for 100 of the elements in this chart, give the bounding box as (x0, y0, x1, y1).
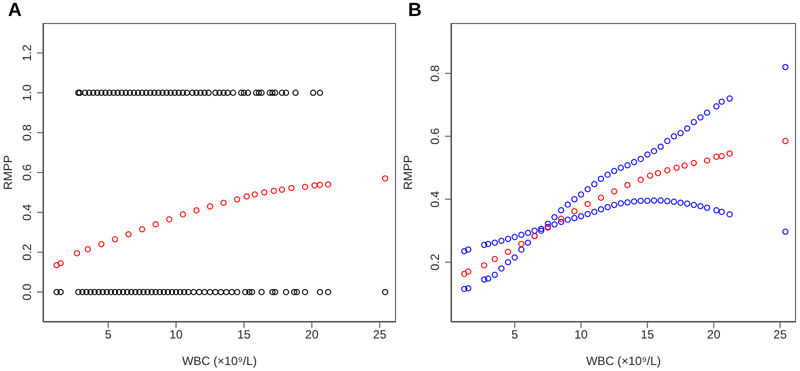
x-tick-label: 25 (373, 328, 387, 342)
point (196, 289, 202, 296)
point (564, 216, 571, 223)
point (288, 184, 295, 192)
point (664, 167, 670, 174)
point (713, 207, 720, 214)
point (558, 218, 564, 226)
point (504, 236, 512, 242)
point (128, 289, 134, 296)
point (382, 175, 388, 182)
point (108, 289, 114, 296)
point (578, 213, 584, 220)
point (538, 228, 544, 234)
point (538, 226, 544, 232)
point (193, 207, 200, 214)
point (282, 90, 290, 96)
point (481, 242, 488, 248)
point (681, 162, 688, 169)
point (152, 221, 159, 228)
point (159, 90, 166, 96)
point (311, 182, 318, 189)
point (618, 164, 624, 171)
point (258, 90, 265, 96)
point (53, 262, 60, 268)
point (564, 202, 571, 208)
point (126, 90, 133, 96)
point (282, 289, 290, 296)
y-axis-title: RMPP (401, 155, 415, 190)
point (718, 98, 725, 105)
point (611, 202, 618, 208)
point (112, 236, 118, 242)
point (670, 198, 678, 205)
point (704, 157, 710, 164)
point (492, 240, 498, 246)
point (172, 289, 180, 296)
point (168, 289, 176, 296)
point (638, 198, 644, 204)
point (252, 191, 258, 198)
point (125, 231, 132, 238)
point (498, 265, 505, 272)
point (465, 268, 472, 275)
y-tick-label: 0.4 (20, 204, 34, 221)
point (664, 138, 670, 144)
point (180, 90, 186, 96)
point (658, 197, 664, 204)
point (512, 234, 518, 240)
point (302, 184, 308, 190)
point (690, 119, 697, 126)
point (53, 289, 60, 296)
point (512, 254, 518, 261)
point (492, 272, 498, 278)
point (134, 90, 142, 96)
x-axis-title: WBC (×10⁹/L) (586, 354, 661, 368)
point (132, 289, 138, 296)
point (246, 289, 252, 296)
point (664, 198, 670, 204)
y-tick-label: 0.8 (428, 64, 442, 82)
point (604, 204, 611, 210)
point (155, 90, 162, 96)
point (253, 90, 260, 96)
point (256, 90, 262, 96)
y-tick-label: 0.6 (20, 164, 34, 181)
point (223, 289, 230, 296)
point (206, 90, 212, 96)
point (658, 144, 664, 150)
point (591, 208, 598, 215)
point (130, 90, 138, 96)
point (166, 216, 172, 222)
point (624, 162, 631, 168)
point (726, 211, 733, 218)
point (638, 156, 644, 162)
point (83, 289, 90, 296)
point (325, 181, 332, 188)
point (220, 200, 227, 206)
point (266, 90, 273, 96)
point (654, 170, 662, 176)
point (684, 125, 690, 132)
point (163, 90, 170, 96)
point (180, 211, 186, 218)
point (677, 200, 684, 206)
point (228, 289, 235, 296)
point (118, 90, 125, 96)
point (143, 90, 150, 96)
point (75, 289, 82, 296)
point (102, 90, 109, 96)
point (58, 289, 64, 296)
point (269, 90, 276, 96)
point (201, 90, 208, 96)
point (90, 90, 96, 96)
point (272, 90, 278, 96)
point (206, 203, 214, 210)
point (624, 199, 631, 206)
point (104, 289, 110, 296)
point (164, 289, 172, 296)
point (206, 289, 214, 296)
point (713, 103, 720, 110)
point (598, 194, 604, 201)
point (465, 285, 472, 292)
point (558, 207, 564, 214)
point (584, 186, 591, 192)
